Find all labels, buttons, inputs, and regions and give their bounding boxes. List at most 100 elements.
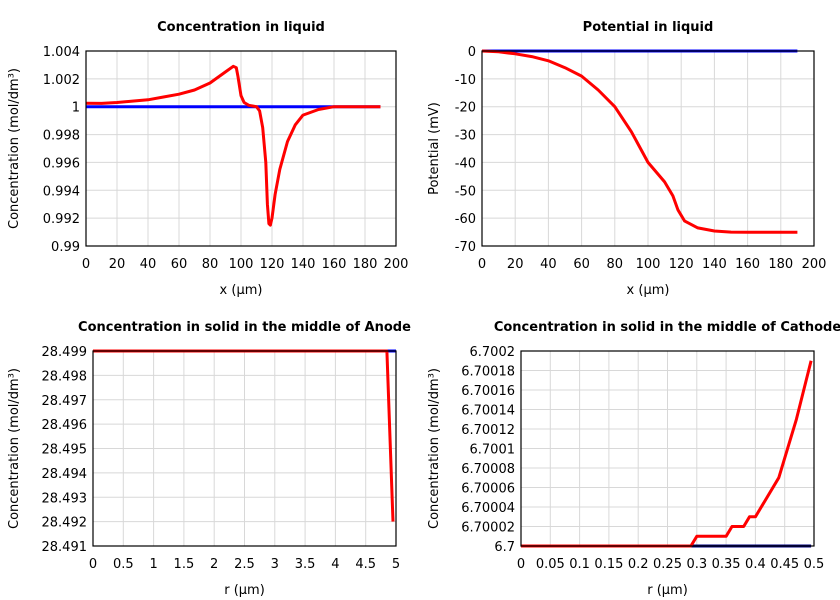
y-axis-label: Potential (mV) <box>427 102 442 195</box>
x-tick-label: 3 <box>271 557 279 572</box>
y-tick-label: 28.497 <box>42 394 88 409</box>
y-tick-label: 6.70008 <box>461 462 515 477</box>
x-tick-label: 160 <box>322 257 347 272</box>
y-tick-label: 28.496 <box>42 418 88 433</box>
y-tick-label: -50 <box>455 184 476 199</box>
x-tick-label: 40 <box>140 257 157 272</box>
y-tick-label: -20 <box>455 101 476 116</box>
series-line-1 <box>521 360 813 548</box>
x-tick-label: 100 <box>636 257 661 272</box>
x-tick-label: 140 <box>291 257 316 272</box>
y-tick-label: -30 <box>455 129 476 144</box>
x-tick-label: 5 <box>392 557 400 572</box>
x-tick-label: 0 <box>478 257 486 272</box>
y-tick-label: -70 <box>455 240 476 255</box>
x-tick-label: 1 <box>149 557 157 572</box>
x-axis-label: r (µm) <box>224 583 265 598</box>
y-tick-label: 1.002 <box>43 73 80 88</box>
y-tick-label: 6.7 <box>494 540 515 555</box>
x-tick-label: 40 <box>540 257 557 272</box>
x-tick-label: 1.5 <box>174 557 195 572</box>
x-tick-label: 0.2 <box>628 557 649 572</box>
x-tick-label: 0 <box>89 557 97 572</box>
x-tick-label: 120 <box>260 257 285 272</box>
x-tick-label: 0.5 <box>113 557 134 572</box>
x-tick-label: 0.05 <box>536 557 565 572</box>
x-tick-label: 4.5 <box>355 557 376 572</box>
x-tick-label: 0.5 <box>804 557 825 572</box>
y-tick-label: 28.493 <box>42 491 88 506</box>
x-tick-label: 200 <box>384 257 409 272</box>
x-tick-label: 0.15 <box>594 557 623 572</box>
x-tick-label: 180 <box>353 257 378 272</box>
plot-frame <box>92 350 397 547</box>
x-tick-label: 0.25 <box>653 557 682 572</box>
plot-frame <box>481 50 815 247</box>
x-tick-label: 80 <box>202 257 219 272</box>
x-axis-label: x (µm) <box>627 283 670 298</box>
y-tick-label: -40 <box>455 156 476 171</box>
chart-panel-1: Potential in liquid 0 20 40 60 80 100 120 140 160… <box>427 20 826 298</box>
y-tick-label: 0.994 <box>43 184 80 199</box>
y-tick-label: -60 <box>455 212 476 227</box>
y-tick-label: 1.004 <box>43 45 80 60</box>
y-tick-label: 28.498 <box>42 369 88 384</box>
x-tick-label: 2 <box>210 557 218 572</box>
x-axis-label: r (µm) <box>647 583 688 598</box>
x-tick-label: 20 <box>109 257 126 272</box>
y-tick-label: 28.491 <box>42 540 88 555</box>
x-tick-label: 60 <box>171 257 188 272</box>
y-tick-label: 6.70012 <box>461 423 515 438</box>
x-tick-label: 3.5 <box>295 557 316 572</box>
y-tick-label: 6.7002 <box>470 345 516 360</box>
y-axis-label: Concentration (mol/dm³) <box>7 368 22 529</box>
x-tick-label: 0.4 <box>745 557 766 572</box>
plot-frame <box>520 350 815 547</box>
x-tick-label: 200 <box>802 257 827 272</box>
y-tick-label: 6.70002 <box>461 521 515 536</box>
series-line-1 <box>93 349 395 522</box>
chart-panel-2: Concentration in solid in the middle of … <box>7 320 411 598</box>
x-tick-label: 100 <box>229 257 254 272</box>
chart-title: Concentration in solid in the middle of … <box>494 320 840 335</box>
y-tick-label: 0.99 <box>51 240 80 255</box>
x-tick-label: 120 <box>669 257 694 272</box>
y-tick-label: 6.70016 <box>461 384 515 399</box>
y-tick-label: 6.7001 <box>470 443 516 458</box>
y-axis-label: Concentration (mol/dm³) <box>427 368 442 529</box>
x-tick-label: 0.3 <box>686 557 707 572</box>
x-tick-label: 160 <box>735 257 760 272</box>
x-tick-label: 4 <box>331 557 339 572</box>
chart-title: Concentration in solid in the middle of … <box>78 320 411 335</box>
y-tick-label: 6.70006 <box>461 482 515 497</box>
series-line-1 <box>85 64 381 227</box>
x-tick-label: 0 <box>82 257 90 272</box>
y-tick-label: 28.492 <box>42 516 88 531</box>
chart-title: Concentration in liquid <box>157 20 325 35</box>
y-tick-label: 0 <box>468 45 476 60</box>
y-tick-label: 1 <box>72 101 80 116</box>
x-tick-label: 0 <box>517 557 525 572</box>
chart-panel-0: Concentration in liquid 0 20 40 60 80 100 120 14… <box>7 20 408 298</box>
y-tick-label: -10 <box>455 73 476 88</box>
y-tick-label: 28.499 <box>42 345 88 360</box>
x-tick-label: 180 <box>768 257 793 272</box>
x-tick-label: 20 <box>507 257 524 272</box>
y-tick-label: 6.70018 <box>461 365 515 380</box>
plot-frame <box>85 50 397 247</box>
x-tick-label: 2.5 <box>234 557 255 572</box>
y-tick-label: 28.495 <box>42 443 88 458</box>
x-tick-label: 60 <box>573 257 590 272</box>
chart-title: Potential in liquid <box>583 20 714 35</box>
chart-panel-3: Concentration in solid in the middle of … <box>427 320 840 598</box>
x-axis-label: x (µm) <box>220 283 263 298</box>
y-tick-label: 0.992 <box>43 212 80 227</box>
y-tick-label: 6.70014 <box>461 404 515 419</box>
y-axis-label: Concentration (mol/dm³) <box>7 68 22 229</box>
y-tick-label: 0.996 <box>43 156 80 171</box>
x-tick-label: 80 <box>607 257 624 272</box>
y-tick-label: 6.70004 <box>461 501 515 516</box>
x-tick-label: 0.35 <box>712 557 741 572</box>
x-tick-label: 140 <box>702 257 727 272</box>
